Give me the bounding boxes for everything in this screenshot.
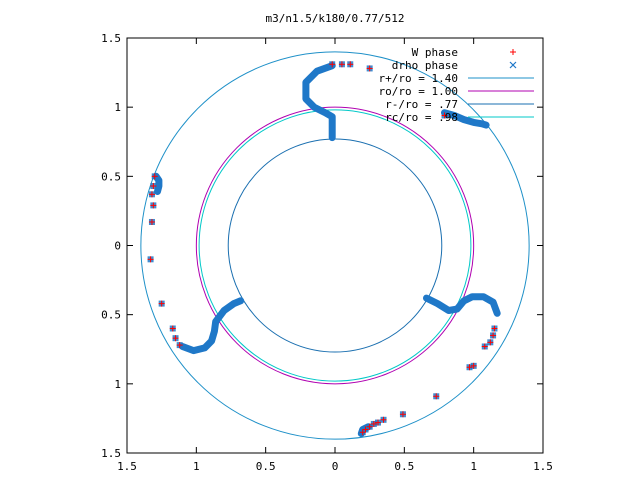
x-tick-label-5: 1: [470, 460, 477, 473]
w-point-14: [441, 112, 448, 119]
axis-ticks: 1.5 1 0.5 0 0.5 1 1.51.510.500.511.5: [101, 32, 553, 473]
legend-sample-1: [509, 61, 517, 69]
x-tick-label-1: 1: [193, 460, 200, 473]
w-point-19: [470, 362, 477, 369]
w-point-25: [370, 420, 377, 427]
w-point-13: [176, 342, 183, 349]
legend-label-0: W phase: [412, 46, 458, 59]
x-tick-label-2: 0.5: [256, 460, 276, 473]
circle-1: [195, 106, 475, 385]
legend-label-3: ro/ro = 1.00: [379, 85, 458, 98]
y-tick-label-5: 1: [114, 378, 121, 391]
w-point-28: [359, 429, 366, 436]
plot-frame: [126, 37, 544, 454]
w-point-7: [150, 202, 157, 209]
drho-dense-curve-0: [302, 62, 336, 142]
w-point-3: [366, 65, 373, 72]
y-tick-label-1: 1: [114, 101, 121, 114]
legend-sample-0: [510, 49, 516, 55]
w-point-0: [329, 61, 336, 68]
w-point-20: [466, 364, 473, 371]
y-tick-label-3: 0: [114, 240, 121, 253]
w-point-1: [338, 61, 345, 68]
reference-circles: [140, 51, 530, 440]
y-tick-label-0: 1.5: [101, 32, 121, 45]
x-tick-label-3: 0: [332, 460, 339, 473]
w-point-8: [148, 218, 155, 225]
w-point-16: [490, 332, 497, 339]
legend-label-1: drho phase: [392, 59, 458, 72]
y-tick-label-6: 1.5: [101, 447, 121, 460]
chart-title: m3/n1.5/k180/0.77/512: [265, 12, 404, 25]
circle-3: [198, 109, 472, 382]
data-series: [147, 61, 501, 438]
w-point-21: [433, 393, 440, 400]
y-tick-label-4: 0.5: [101, 309, 121, 322]
circle-0: [140, 51, 530, 440]
w-point-12: [172, 335, 179, 342]
w-point-27: [362, 426, 369, 433]
drho-dense-curve-3: [179, 297, 245, 355]
x-tick-label-6: 1.5: [533, 460, 553, 473]
w-point-23: [380, 416, 387, 423]
drho-dense-curve-1: [441, 109, 490, 129]
w-point-4: [151, 173, 158, 180]
w-point-9: [147, 256, 154, 263]
w-point-17: [487, 339, 494, 346]
w-point-2: [347, 61, 354, 68]
w-point-26: [366, 423, 373, 430]
w-point-5: [150, 183, 157, 190]
w-point-22: [399, 411, 406, 418]
w-point-15: [491, 325, 498, 332]
legend-label-2: r+/ro = 1.40: [379, 72, 458, 85]
legend-label-4: r-/ro = .77: [385, 98, 458, 111]
w-point-18: [481, 343, 488, 350]
w-point-24: [374, 419, 381, 426]
w-point-11: [169, 325, 176, 332]
circle-2: [227, 138, 443, 353]
x-tick-label-4: 0.5: [394, 460, 414, 473]
drho-dense-curve-4: [423, 293, 501, 317]
w-point-10: [158, 300, 165, 307]
y-tick-label-2: 0.5: [101, 170, 121, 183]
legend-label-5: rc/ro = .98: [385, 111, 458, 124]
w-point-6: [148, 191, 155, 198]
x-tick-label-0: 1.5: [117, 460, 137, 473]
